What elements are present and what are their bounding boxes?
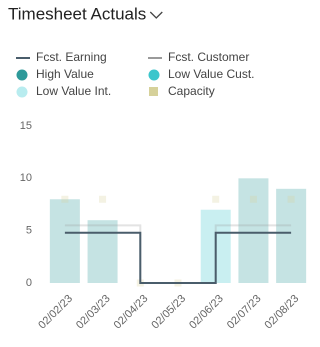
y-tick-label: 10 [20, 172, 32, 184]
y-tick-label: 5 [26, 225, 32, 237]
legend-label: Capacity [168, 84, 215, 98]
legend-item[interactable]: Fcst. Customer [148, 50, 249, 64]
x-tick-label: 02/06/23 [187, 293, 226, 332]
capacity-point [287, 195, 295, 203]
legend-label: Fcst. Earning [36, 50, 107, 64]
forecast-line [64, 231, 292, 284]
capacity-point [99, 195, 107, 203]
legend-label: Low Value Cust. [168, 67, 255, 81]
bar [238, 178, 269, 283]
x-tick-label: 02/02/23 [36, 293, 75, 332]
x-tick-label: 02/04/23 [112, 293, 151, 332]
x-tick-label: 02/07/23 [225, 293, 264, 332]
capacity-point [61, 195, 69, 203]
bar [49, 199, 80, 283]
x-tick-label: 02/03/23 [74, 293, 113, 332]
legend-label: Fcst. Customer [168, 50, 249, 64]
legend-item[interactable]: Low Value Cust. [148, 67, 255, 81]
legend-item[interactable]: High Value [16, 67, 95, 81]
y-tick-label: 0 [26, 277, 32, 289]
legend-label: High Value [36, 67, 94, 81]
legend-swatch [16, 86, 28, 98]
legend-item[interactable]: Capacity [149, 84, 215, 98]
chart-title: Timesheet Actuals [8, 4, 146, 23]
legend-swatch [16, 69, 28, 81]
x-tick-label: 02/08/23 [263, 293, 302, 332]
bar [87, 220, 118, 283]
capacity-point [249, 195, 257, 203]
legend-label: Low Value Int. [36, 84, 111, 98]
legend-swatch [149, 87, 158, 96]
legend-item[interactable]: Fcst. Earning [16, 50, 107, 64]
legend-swatch [148, 69, 160, 81]
x-tick-label: 02/05/23 [149, 293, 188, 332]
title-chevron[interactable] [149, 11, 163, 19]
legend-item[interactable]: Low Value Int. [16, 84, 112, 98]
y-tick-label: 15 [20, 120, 32, 132]
bar [276, 188, 307, 283]
capacity-point [212, 195, 220, 203]
